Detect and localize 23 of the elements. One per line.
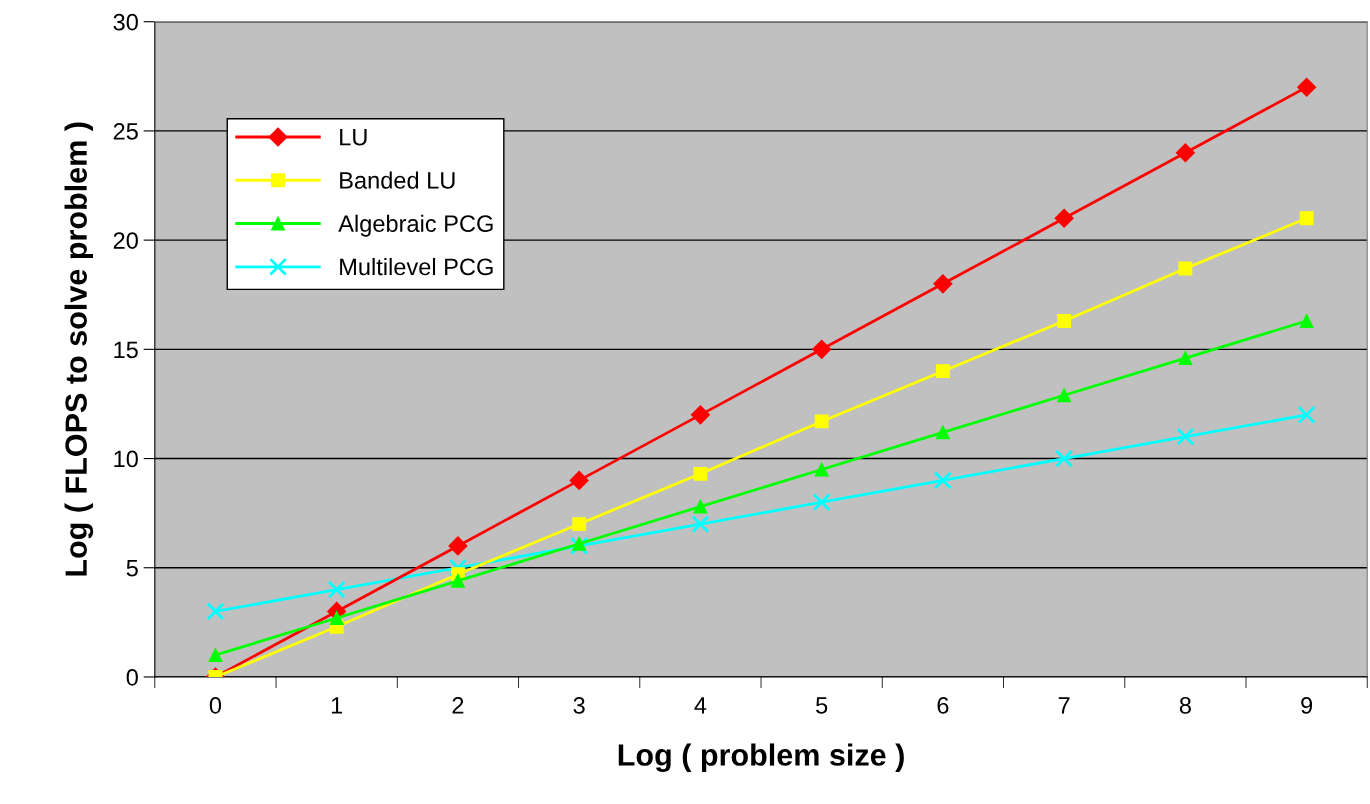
- legend-label: Multilevel PCG: [340, 257, 493, 276]
- y-tick-label: 0: [126, 669, 138, 686]
- x-axis-title: Log ( problem size ): [618, 743, 904, 773]
- y-tick-label: 20: [113, 232, 138, 249]
- legend-label: Algebraic PCG: [338, 214, 493, 237]
- x-tick-label: 4: [694, 697, 707, 714]
- x-tick-label: 8: [1179, 697, 1191, 714]
- y-tick-label: 25: [113, 122, 138, 140]
- legend-label: Banded LU: [340, 171, 455, 189]
- x-tick-label: 5: [816, 697, 828, 714]
- x-tick-label: 0: [209, 697, 222, 714]
- x-tick-label: 7: [1058, 697, 1070, 714]
- x-tick-label: 3: [573, 697, 585, 714]
- y-tick-label: 10: [114, 450, 138, 468]
- y-tick-label: 5: [126, 560, 138, 577]
- x-tick-label: 1: [331, 697, 343, 714]
- x-tick-label: 9: [1301, 697, 1313, 714]
- y-tick-label: 30: [113, 13, 138, 31]
- legend-label: LU: [340, 129, 367, 146]
- y-tick-label: 15: [114, 341, 138, 359]
- y-axis-title: Log ( FLOPS to solve problem ): [64, 122, 94, 576]
- x-tick-label: 6: [937, 697, 949, 714]
- x-tick-label: 2: [452, 697, 464, 714]
